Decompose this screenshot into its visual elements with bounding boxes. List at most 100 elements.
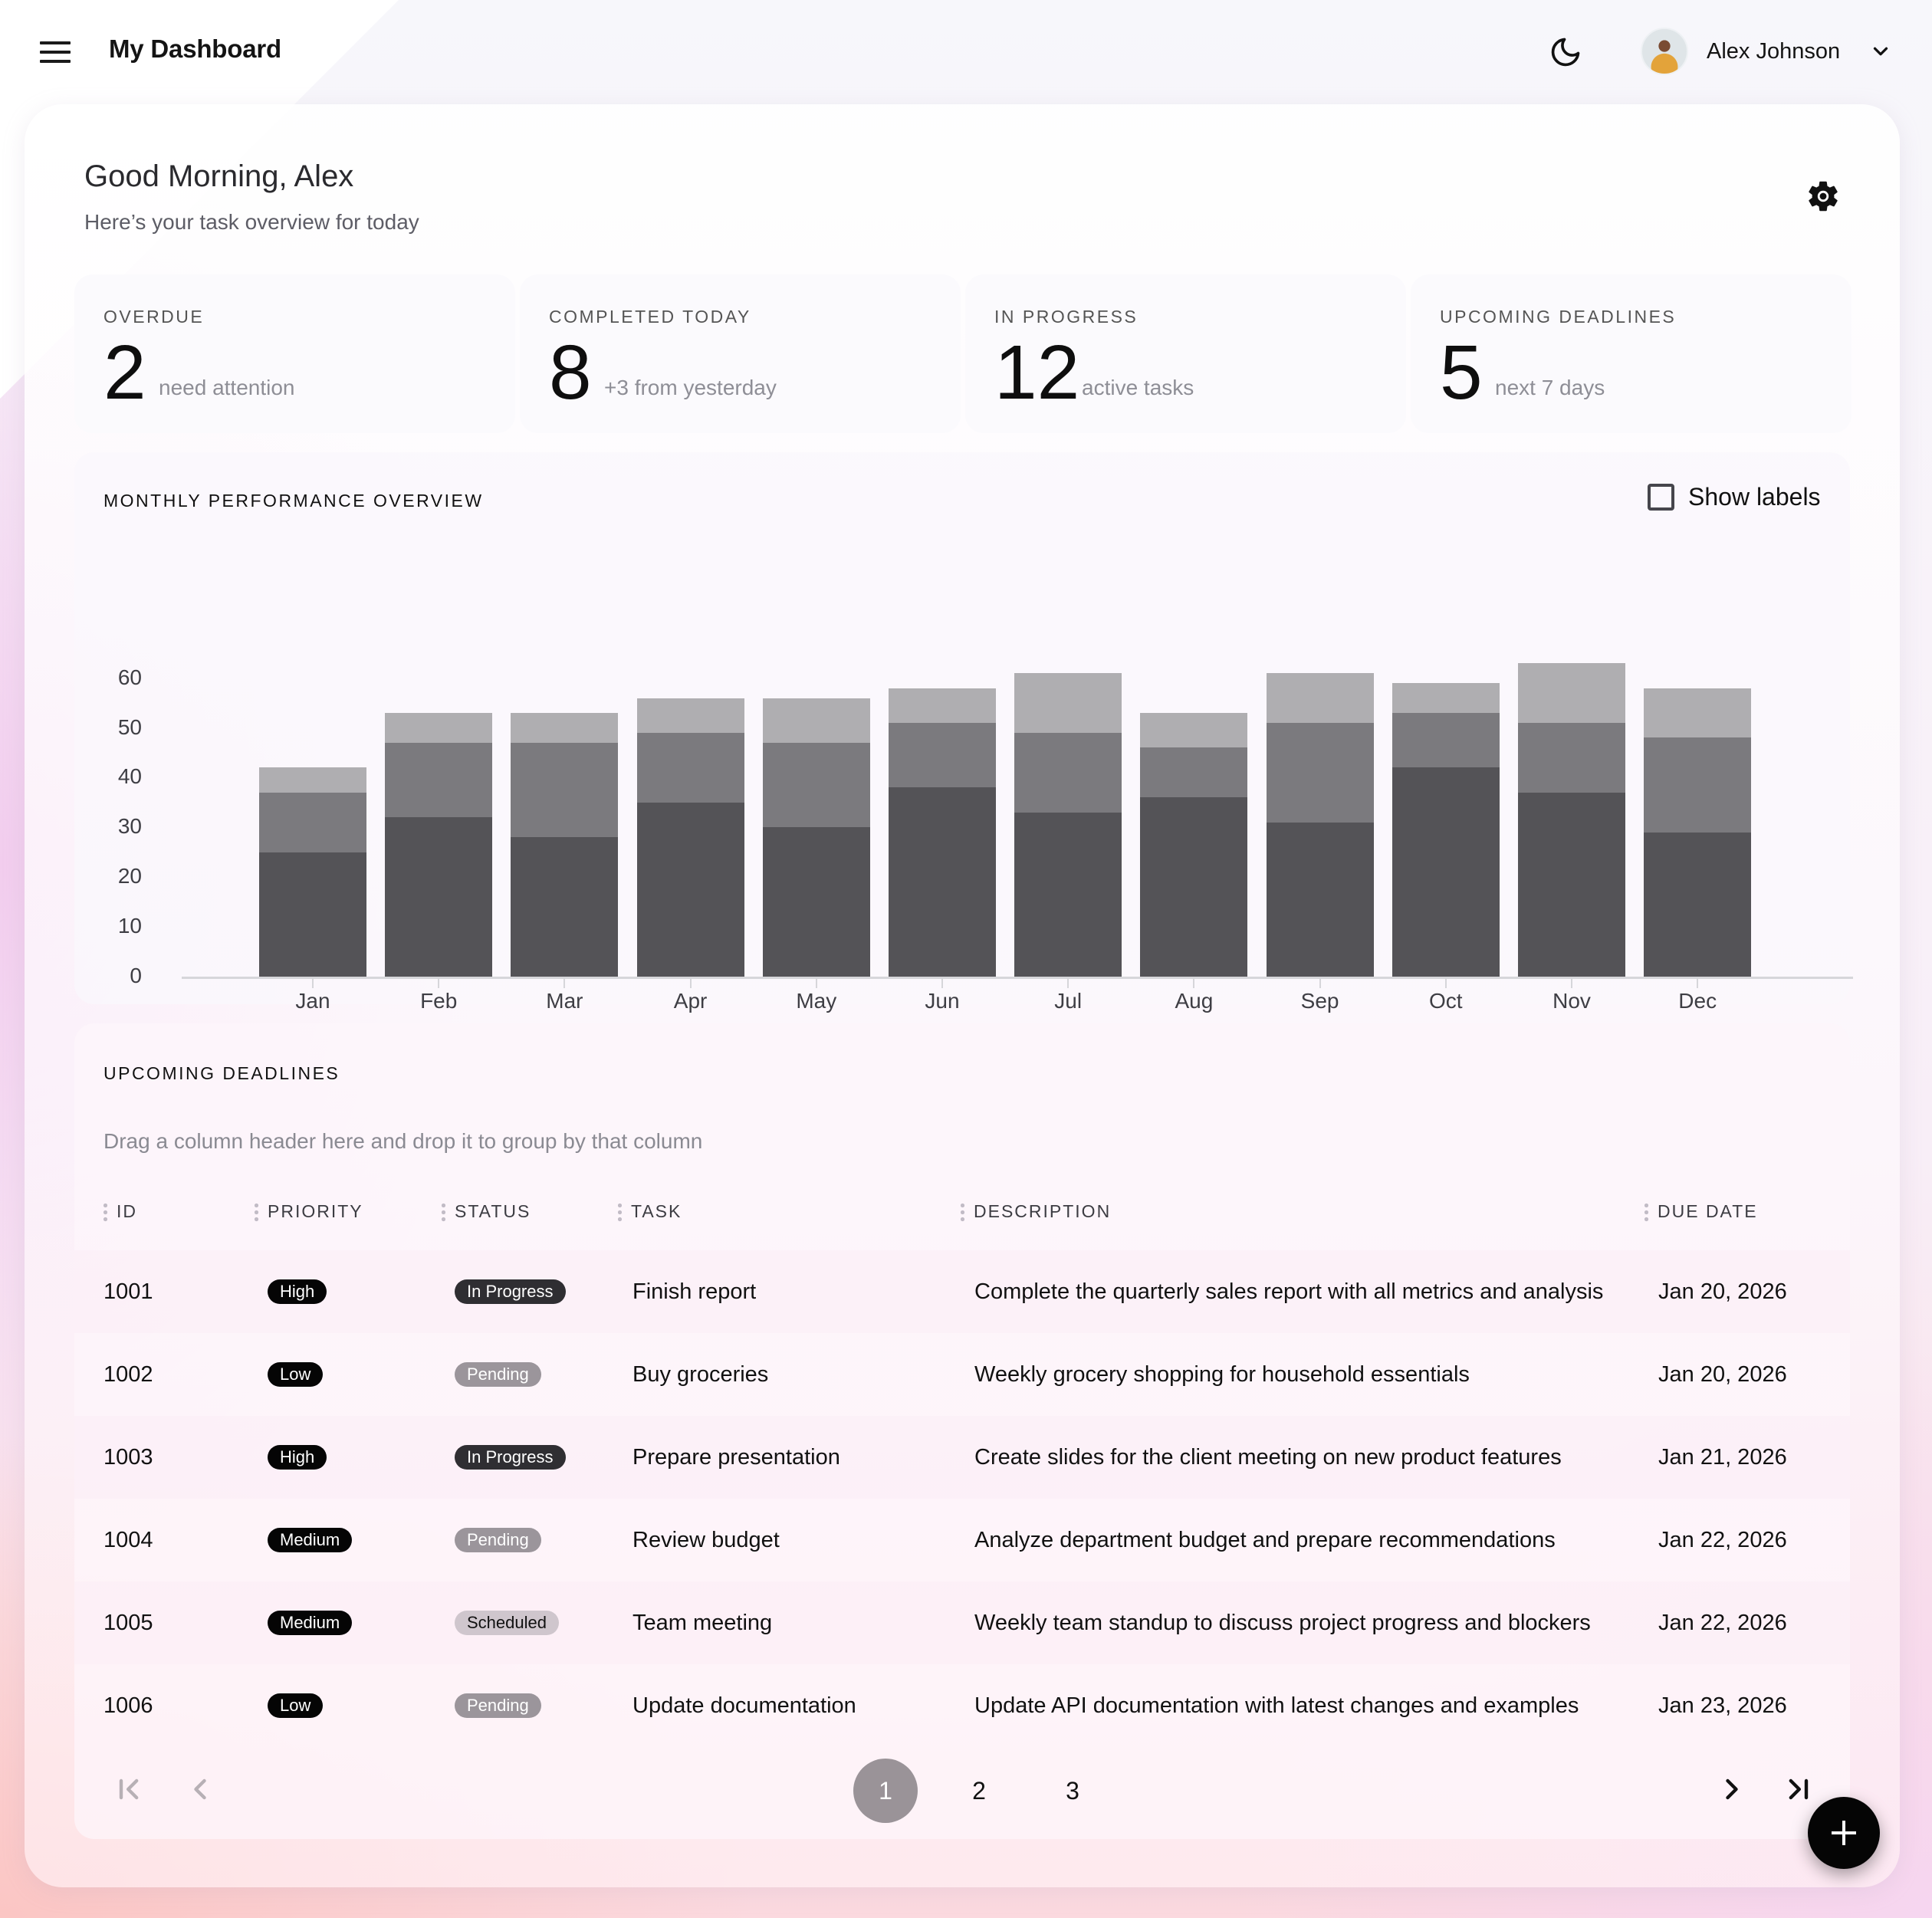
hamburger-icon[interactable] xyxy=(40,41,71,63)
column-header-priority[interactable]: PRIORITY xyxy=(255,1201,363,1222)
drag-handle-icon[interactable] xyxy=(961,1201,964,1222)
page-button-2[interactable]: 2 xyxy=(972,1777,986,1805)
cell-due-date-text: Jan 23, 2026 xyxy=(1658,1693,1787,1718)
cell-task: Finish report xyxy=(632,1250,756,1333)
cell-id-text: 1002 xyxy=(104,1361,153,1387)
page-button-1[interactable]: 1 xyxy=(853,1759,918,1823)
stat-card-completed-today: COMPLETED TODAY 8 +3 from yesterday xyxy=(520,274,961,433)
bar-segment xyxy=(636,698,744,733)
moon-icon[interactable] xyxy=(1549,35,1582,69)
stat-label: OVERDUE xyxy=(104,307,205,327)
drag-handle-icon[interactable] xyxy=(442,1201,445,1222)
bar-jul[interactable] xyxy=(1014,673,1122,977)
cell-description: Create slides for the client meeting on … xyxy=(974,1416,1562,1499)
add-task-button[interactable] xyxy=(1808,1797,1880,1869)
cell-due-date-text: Jan 20, 2026 xyxy=(1658,1279,1787,1304)
cell-id: 1001 xyxy=(104,1250,153,1333)
bar-jun[interactable] xyxy=(889,688,996,977)
cell-status: Pending xyxy=(455,1499,541,1581)
bar-feb[interactable] xyxy=(385,713,493,977)
table-row[interactable]: 1004 Medium Pending Review budget Analyze de… xyxy=(74,1499,1850,1581)
x-axis-tick xyxy=(689,979,692,988)
stat-label: COMPLETED TODAY xyxy=(549,307,751,327)
cell-id-text: 1003 xyxy=(104,1444,153,1470)
bar-jan[interactable] xyxy=(259,767,366,977)
cell-due-date: Jan 21, 2026 xyxy=(1658,1416,1787,1499)
column-header-description[interactable]: DESCRIPTION xyxy=(961,1201,1111,1222)
cell-description-text: Complete the quarterly sales report with… xyxy=(974,1279,1604,1304)
column-header-task[interactable]: TASK xyxy=(618,1201,682,1222)
column-header-due-date[interactable]: DUE DATE xyxy=(1644,1201,1758,1222)
bar-segment xyxy=(1140,713,1248,748)
cell-id-text: 1004 xyxy=(104,1527,153,1552)
bar-segment xyxy=(1392,713,1500,768)
avatar xyxy=(1641,28,1688,75)
table-row[interactable]: 1001 High In Progress Finish report Complete… xyxy=(74,1250,1850,1333)
cell-description: Weekly team standup to discuss project p… xyxy=(974,1581,1591,1664)
cell-status: In Progress xyxy=(455,1416,566,1499)
drag-handle-icon[interactable] xyxy=(618,1201,622,1222)
table-row[interactable]: 1006 Low Pending Update documentation Update… xyxy=(74,1664,1850,1747)
greeting-subtitle: Here’s your task overview for today xyxy=(84,210,419,234)
x-axis-tick xyxy=(1319,979,1321,988)
x-axis-tick-label: Mar xyxy=(546,989,583,1013)
x-axis-tick xyxy=(1571,979,1572,988)
last-page-icon[interactable] xyxy=(1781,1772,1815,1806)
table-row[interactable]: 1005 Medium Scheduled Team meeting Weekly te… xyxy=(74,1581,1850,1664)
priority-badge: Medium xyxy=(268,1611,353,1635)
previous-page-icon[interactable] xyxy=(183,1772,217,1806)
bar-segment xyxy=(762,698,870,743)
page-button-3[interactable]: 3 xyxy=(1066,1777,1079,1805)
table-row[interactable]: 1002 Low Pending Buy groceries Weekly grocer… xyxy=(74,1333,1850,1416)
show-labels-label: Show labels xyxy=(1688,483,1821,511)
cell-id-text: 1001 xyxy=(104,1279,153,1304)
bar-segment xyxy=(889,787,996,977)
show-labels-toggle[interactable]: Show labels xyxy=(1648,483,1821,511)
stat-note: +3 from yesterday xyxy=(604,376,777,399)
cell-due-date: Jan 23, 2026 xyxy=(1658,1664,1787,1747)
bar-apr[interactable] xyxy=(636,698,744,977)
y-axis-tick-label: 0 xyxy=(130,964,142,987)
x-axis-tick-label: Apr xyxy=(673,989,708,1013)
x-axis-tick-label: Jan xyxy=(295,989,330,1013)
x-axis-tick-label: Jun xyxy=(925,989,960,1013)
x-axis-tick xyxy=(1193,979,1195,988)
stat-label: UPCOMING DEADLINES xyxy=(1440,307,1677,327)
bar-segment xyxy=(1266,723,1374,823)
bar-segment xyxy=(511,742,619,838)
stat-note: need attention xyxy=(159,376,295,399)
user-menu[interactable]: Alex Johnson xyxy=(1641,26,1892,77)
greeting-heading: Good Morning, Alex xyxy=(84,159,354,193)
bar-segment xyxy=(259,852,366,977)
performance-chart-card: MONTHLY PERFORMANCE OVERVIEW Show labels… xyxy=(74,452,1853,1013)
bar-sep[interactable] xyxy=(1266,673,1374,977)
stat-label: IN PROGRESS xyxy=(994,307,1138,327)
drag-handle-icon[interactable] xyxy=(1644,1201,1648,1222)
bar-mar[interactable] xyxy=(511,713,619,977)
drag-handle-icon[interactable] xyxy=(104,1201,107,1222)
bar-aug[interactable] xyxy=(1140,713,1248,977)
bar-dec[interactable] xyxy=(1644,688,1752,977)
column-header-status[interactable]: STATUS xyxy=(442,1201,531,1222)
show-labels-checkbox[interactable] xyxy=(1648,484,1674,511)
x-axis-tick-label: Nov xyxy=(1552,989,1591,1013)
cell-task-text: Team meeting xyxy=(632,1610,773,1635)
next-page-icon[interactable] xyxy=(1715,1772,1749,1806)
x-axis-tick-label: Dec xyxy=(1678,989,1717,1013)
priority-badge: Low xyxy=(268,1693,324,1718)
stat-value: 8 xyxy=(549,330,592,415)
y-axis-tick-label: 10 xyxy=(117,914,142,938)
bar-segment xyxy=(1140,797,1248,977)
group-by-drop-zone[interactable]: Drag a column header here and drop it to… xyxy=(104,1129,703,1153)
bar-oct[interactable] xyxy=(1392,683,1500,977)
bar-nov[interactable] xyxy=(1518,663,1625,977)
bar-may[interactable] xyxy=(762,698,870,977)
bar-segment xyxy=(511,837,619,977)
gear-icon[interactable] xyxy=(1805,178,1842,215)
drag-handle-icon[interactable] xyxy=(255,1201,258,1222)
cell-due-date-text: Jan 21, 2026 xyxy=(1658,1444,1787,1470)
x-axis-line xyxy=(182,977,1853,979)
table-row[interactable]: 1003 High In Progress Prepare presentation C… xyxy=(74,1416,1850,1499)
column-header-id[interactable]: ID xyxy=(104,1201,137,1222)
first-page-icon[interactable] xyxy=(113,1772,146,1806)
